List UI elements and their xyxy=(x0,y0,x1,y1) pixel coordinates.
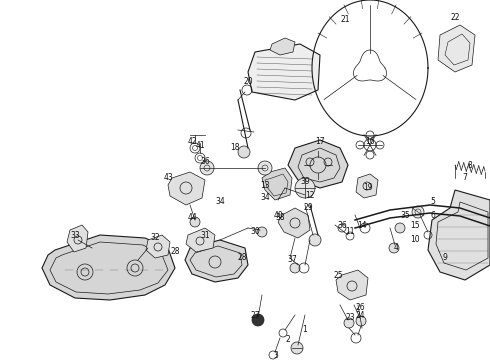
Circle shape xyxy=(291,342,303,354)
Text: 7: 7 xyxy=(463,174,467,183)
Circle shape xyxy=(200,161,214,175)
Text: 18: 18 xyxy=(230,144,240,153)
Polygon shape xyxy=(168,172,205,205)
Text: 4: 4 xyxy=(393,243,398,252)
Text: 16: 16 xyxy=(365,138,375,147)
Text: 3: 3 xyxy=(273,351,278,360)
Text: 29: 29 xyxy=(303,203,313,212)
Polygon shape xyxy=(438,25,475,72)
Polygon shape xyxy=(336,270,368,300)
Polygon shape xyxy=(262,168,292,200)
Text: 1: 1 xyxy=(303,325,307,334)
Circle shape xyxy=(344,318,354,328)
Text: 36: 36 xyxy=(200,158,210,166)
Text: 26: 26 xyxy=(355,303,365,312)
Text: 12: 12 xyxy=(305,190,315,199)
Text: 37: 37 xyxy=(287,256,297,265)
Text: 22: 22 xyxy=(450,13,460,22)
Text: 42: 42 xyxy=(187,138,197,147)
Polygon shape xyxy=(67,225,88,252)
Text: 38: 38 xyxy=(275,213,285,222)
Circle shape xyxy=(389,243,399,253)
Polygon shape xyxy=(288,140,348,188)
Text: 34: 34 xyxy=(260,194,270,202)
Text: 11: 11 xyxy=(345,228,355,237)
Text: 15: 15 xyxy=(410,220,420,230)
Text: 36: 36 xyxy=(337,220,347,230)
Text: 20: 20 xyxy=(243,77,253,86)
Text: 27: 27 xyxy=(250,310,260,320)
Text: 5: 5 xyxy=(431,198,436,207)
Text: 28: 28 xyxy=(237,253,247,262)
Text: 9: 9 xyxy=(442,253,447,262)
Text: 41: 41 xyxy=(195,140,205,149)
Text: 44: 44 xyxy=(187,213,197,222)
Polygon shape xyxy=(185,240,248,282)
Text: 23: 23 xyxy=(345,314,355,323)
Polygon shape xyxy=(356,174,378,198)
Polygon shape xyxy=(428,190,490,280)
Text: 17: 17 xyxy=(315,138,325,147)
Circle shape xyxy=(190,217,200,227)
Circle shape xyxy=(252,314,264,326)
Text: 39: 39 xyxy=(300,177,310,186)
Text: 10: 10 xyxy=(410,235,420,244)
Text: 33: 33 xyxy=(70,230,80,239)
Polygon shape xyxy=(248,44,320,100)
Text: 21: 21 xyxy=(340,15,350,24)
Circle shape xyxy=(412,206,424,218)
Text: 19: 19 xyxy=(363,184,373,193)
Text: 14: 14 xyxy=(357,220,367,230)
Text: 31: 31 xyxy=(200,230,210,239)
Circle shape xyxy=(356,316,366,326)
Text: 24: 24 xyxy=(355,310,365,320)
Circle shape xyxy=(238,146,250,158)
Circle shape xyxy=(258,161,272,175)
Polygon shape xyxy=(42,235,175,300)
Text: 13: 13 xyxy=(260,180,270,189)
Polygon shape xyxy=(186,228,215,252)
Circle shape xyxy=(290,263,300,273)
Text: 40: 40 xyxy=(273,211,283,220)
Text: 30: 30 xyxy=(250,228,260,237)
Text: 25: 25 xyxy=(333,270,343,279)
Text: 32: 32 xyxy=(150,234,160,243)
Polygon shape xyxy=(270,38,295,55)
Polygon shape xyxy=(278,208,310,238)
Circle shape xyxy=(395,223,405,233)
Circle shape xyxy=(295,178,315,198)
Text: 8: 8 xyxy=(467,161,472,170)
Text: 28: 28 xyxy=(170,248,180,256)
Circle shape xyxy=(257,227,267,237)
Text: 43: 43 xyxy=(163,174,173,183)
Circle shape xyxy=(309,234,321,246)
Polygon shape xyxy=(146,235,170,258)
Text: 6: 6 xyxy=(431,211,436,220)
Text: 2: 2 xyxy=(286,336,291,345)
Text: 35: 35 xyxy=(400,211,410,220)
Text: 34: 34 xyxy=(215,198,225,207)
